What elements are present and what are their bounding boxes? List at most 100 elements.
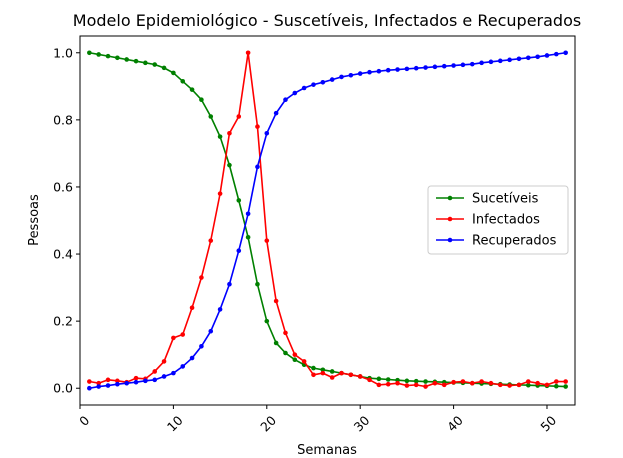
legend-marker bbox=[447, 216, 453, 222]
data-point-recuperados bbox=[526, 55, 531, 61]
data-point-infectados bbox=[227, 130, 232, 136]
data-point-infectados bbox=[376, 382, 382, 388]
data-point-recuperados bbox=[469, 61, 475, 67]
data-point-recuperados bbox=[171, 370, 176, 376]
legend-marker bbox=[447, 195, 453, 201]
data-point-infectados bbox=[311, 372, 316, 378]
data-point-recuperados bbox=[245, 211, 251, 217]
data-point-infectados bbox=[189, 305, 195, 311]
data-point-sucet-veis bbox=[255, 281, 260, 287]
data-point-sucet-veis bbox=[236, 198, 242, 203]
data-point-recuperados bbox=[348, 72, 354, 78]
data-point-recuperados bbox=[404, 66, 410, 72]
y-tick-label: 0.0 bbox=[53, 381, 73, 396]
data-point-infectados bbox=[292, 352, 298, 357]
data-point-recuperados bbox=[124, 380, 129, 386]
data-point-recuperados bbox=[320, 79, 326, 85]
data-point-sucet-veis bbox=[96, 52, 101, 57]
data-point-sucet-veis bbox=[273, 340, 279, 346]
data-point-recuperados bbox=[329, 77, 335, 82]
data-point-recuperados bbox=[189, 355, 195, 361]
data-point-recuperados bbox=[441, 63, 447, 69]
data-point-infectados bbox=[432, 380, 438, 386]
data-point-sucet-veis bbox=[87, 50, 92, 56]
y-axis: 0.0 0.2 0.4 0.6 0.8 1.0 bbox=[53, 45, 80, 396]
data-point-sucet-veis bbox=[292, 357, 298, 363]
data-point-recuperados bbox=[255, 164, 260, 170]
data-point-sucet-veis bbox=[171, 70, 176, 76]
data-point-infectados bbox=[171, 335, 176, 341]
x-axis-label: Semanas bbox=[297, 443, 357, 458]
legend-box bbox=[427, 185, 569, 255]
y-tick-label: 0.8 bbox=[53, 112, 73, 127]
chart-title: Modelo Epidemiológico - Suscetíveis, Inf… bbox=[73, 11, 581, 30]
data-point-recuperados bbox=[273, 110, 279, 116]
data-point-recuperados bbox=[301, 85, 307, 91]
data-point-infectados bbox=[367, 377, 372, 383]
data-point-infectados bbox=[423, 384, 428, 389]
data-point-infectados bbox=[301, 359, 307, 364]
data-point-sucet-veis bbox=[404, 378, 410, 384]
data-point-recuperados bbox=[460, 62, 466, 68]
data-point-recuperados bbox=[413, 65, 419, 71]
data-point-sucet-veis bbox=[413, 378, 419, 384]
data-point-infectados bbox=[96, 380, 101, 386]
data-point-sucet-veis bbox=[115, 55, 120, 61]
data-point-infectados bbox=[180, 332, 186, 337]
data-point-infectados bbox=[255, 124, 260, 129]
data-point-infectados bbox=[339, 370, 344, 376]
data-point-recuperados bbox=[236, 248, 242, 253]
data-point-infectados bbox=[236, 114, 242, 119]
data-point-recuperados bbox=[385, 67, 391, 73]
data-point-infectados bbox=[544, 382, 550, 388]
series-line-recuperados bbox=[89, 51, 566, 390]
data-point-recuperados bbox=[115, 381, 120, 387]
data-point-sucet-veis bbox=[264, 318, 270, 324]
legend-item-sucet-veis: Sucetíveis bbox=[436, 192, 539, 207]
data-point-sucet-veis bbox=[563, 384, 568, 389]
data-point-recuperados bbox=[488, 59, 494, 65]
data-point-sucet-veis bbox=[227, 162, 232, 168]
data-point-recuperados bbox=[451, 63, 456, 68]
data-point-sucet-veis bbox=[320, 367, 326, 373]
data-point-recuperados bbox=[180, 364, 186, 369]
data-point-recuperados bbox=[264, 130, 270, 136]
data-point-sucet-veis bbox=[208, 114, 214, 119]
data-point-recuperados bbox=[227, 281, 232, 287]
data-point-recuperados bbox=[283, 97, 288, 103]
data-point-recuperados bbox=[479, 60, 484, 66]
data-point-infectados bbox=[245, 50, 251, 56]
data-point-sucet-veis bbox=[189, 87, 195, 92]
data-point-sucet-veis bbox=[143, 60, 148, 66]
data-point-recuperados bbox=[292, 90, 298, 96]
data-point-recuperados bbox=[152, 377, 158, 383]
series-recuperados bbox=[87, 50, 568, 391]
data-point-infectados bbox=[413, 382, 419, 388]
data-point-sucet-veis bbox=[311, 365, 316, 371]
data-point-recuperados bbox=[217, 307, 223, 312]
y-tick-label: 1.0 bbox=[53, 45, 73, 60]
data-point-infectados bbox=[395, 380, 400, 386]
data-point-recuperados bbox=[367, 69, 372, 75]
data-point-recuperados bbox=[133, 379, 139, 385]
data-point-recuperados bbox=[161, 374, 167, 379]
data-point-infectados bbox=[320, 370, 326, 376]
legend-label: Recuperados bbox=[472, 234, 557, 249]
data-point-recuperados bbox=[423, 65, 428, 70]
data-point-infectados bbox=[264, 238, 270, 243]
data-point-recuperados bbox=[357, 71, 363, 76]
data-point-infectados bbox=[516, 382, 522, 388]
data-point-sucet-veis bbox=[105, 53, 111, 59]
data-point-infectados bbox=[105, 377, 111, 383]
data-point-infectados bbox=[152, 369, 158, 374]
y-tick-label: 0.4 bbox=[53, 247, 73, 262]
legend-marker bbox=[447, 237, 453, 243]
data-point-sucet-veis bbox=[526, 382, 531, 388]
data-point-recuperados bbox=[432, 64, 438, 70]
data-point-recuperados bbox=[311, 82, 316, 87]
data-point-infectados bbox=[460, 379, 466, 384]
data-point-sucet-veis bbox=[423, 379, 428, 384]
data-point-infectados bbox=[348, 372, 354, 378]
data-point-infectados bbox=[404, 383, 410, 388]
legend-item-infectados: Infectados bbox=[436, 213, 540, 228]
